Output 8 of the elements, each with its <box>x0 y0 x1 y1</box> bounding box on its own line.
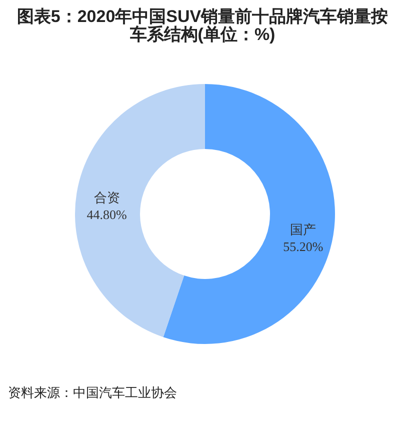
slice-label: 合资 <box>94 190 120 205</box>
donut-slice <box>163 84 335 344</box>
data-label: 44.80% <box>86 206 128 222</box>
donut-slice <box>75 84 205 338</box>
data-label: 55.20% <box>283 239 324 254</box>
chart-title: 图表5：2020年中国SUV销量前十品牌汽车销量按车系结构(单位：%) <box>16 7 388 44</box>
text: 资料来源：中国汽车工业协会 <box>8 385 177 400</box>
slice-label: 国产 <box>290 222 316 238</box>
